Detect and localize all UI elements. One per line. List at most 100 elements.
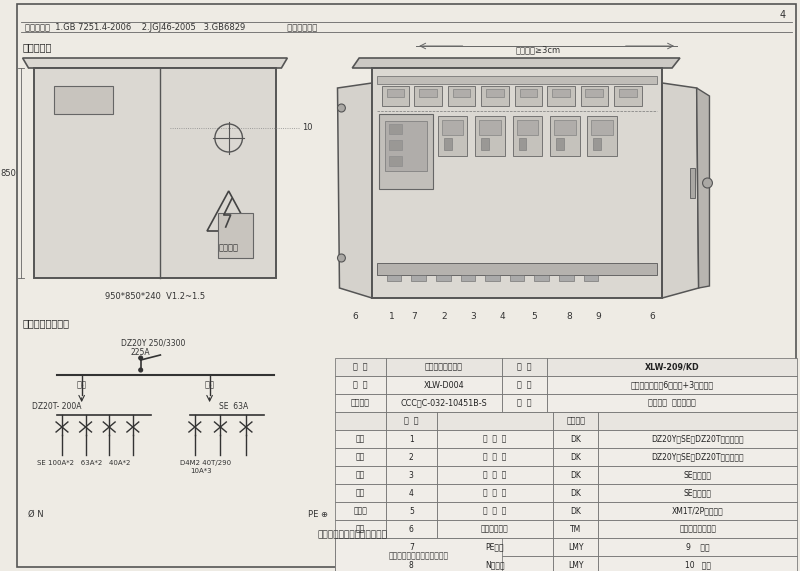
Polygon shape (352, 58, 680, 68)
Bar (386, 358, 502, 376)
Text: DK: DK (570, 471, 581, 480)
Text: PE ⊕: PE ⊕ (308, 510, 328, 519)
Text: XLW-D004: XLW-D004 (423, 380, 464, 389)
Text: 850: 850 (1, 168, 17, 178)
Bar (334, 520, 386, 538)
Bar (518, 138, 526, 150)
Text: 制图: 制图 (355, 452, 365, 461)
Text: 壳体与门的软连接: 壳体与门的软连接 (679, 525, 716, 533)
Bar (619, 89, 637, 97)
Bar (517, 120, 538, 135)
Bar (513, 116, 542, 156)
Bar (502, 394, 547, 412)
Text: 9: 9 (595, 312, 601, 321)
Bar (547, 376, 797, 394)
Circle shape (138, 368, 142, 372)
Text: 2: 2 (441, 312, 446, 321)
Text: SE  63A: SE 63A (219, 402, 249, 411)
Bar (334, 358, 386, 376)
Bar (598, 430, 797, 448)
Bar (419, 89, 437, 97)
Text: SE 100A*2   63A*2   40A*2: SE 100A*2 63A*2 40A*2 (38, 460, 130, 466)
Bar (386, 430, 437, 448)
Text: 3: 3 (470, 312, 476, 321)
Bar (437, 430, 553, 448)
Text: DZ20Y（SE、DZ20T）透明系列: DZ20Y（SE、DZ20T）透明系列 (651, 452, 744, 461)
Text: 有电危险: 有电危险 (218, 243, 238, 252)
Text: 9    线夹: 9 线夹 (686, 542, 710, 552)
Bar (437, 484, 553, 502)
Text: DZ20Y（SE、DZ20T）透明系列: DZ20Y（SE、DZ20T）透明系列 (651, 435, 744, 444)
Bar (485, 275, 500, 281)
Bar (502, 376, 547, 394)
Text: 4: 4 (779, 10, 786, 20)
Text: 6: 6 (409, 525, 414, 533)
Text: D4M2 40T/290: D4M2 40T/290 (180, 460, 231, 466)
Text: 断  路  器: 断 路 器 (483, 435, 506, 444)
Bar (437, 520, 553, 538)
Text: 哈尔滨市龙瑞电气成套设备厂: 哈尔滨市龙瑞电气成套设备厂 (388, 552, 448, 561)
Bar (598, 502, 797, 520)
Bar (385, 121, 427, 171)
Bar (389, 156, 402, 166)
Text: 图  号: 图 号 (353, 380, 367, 389)
Text: 标准化: 标准化 (354, 506, 367, 516)
Bar (553, 484, 598, 502)
Bar (553, 466, 598, 484)
Bar (550, 116, 579, 156)
Bar (594, 138, 602, 150)
Bar (379, 114, 433, 189)
Text: 执行标准：  1.GB 7251.4-2006    2.JGJ46-2005   3.GB6829                壳体颜色：黄: 执行标准： 1.GB 7251.4-2006 2.JGJ46-2005 3.GB… (25, 22, 317, 31)
Bar (519, 89, 538, 97)
Bar (411, 275, 426, 281)
Bar (334, 430, 386, 448)
Bar (552, 89, 570, 97)
Text: 6: 6 (650, 312, 655, 321)
Bar (514, 86, 542, 106)
Bar (553, 556, 598, 571)
Bar (553, 430, 598, 448)
Text: 1: 1 (409, 435, 414, 444)
Bar (386, 556, 437, 571)
Bar (598, 538, 797, 556)
Text: 2: 2 (409, 452, 414, 461)
Bar (598, 448, 797, 466)
Text: 总装配图：: 总装配图： (22, 42, 52, 52)
Bar (614, 86, 642, 106)
Bar (479, 120, 501, 135)
Bar (591, 120, 613, 135)
Bar (386, 394, 502, 412)
Bar (334, 412, 386, 430)
Bar (583, 275, 598, 281)
Bar (553, 520, 598, 538)
Text: 施工现场  二级分配电: 施工现场 二级分配电 (648, 399, 696, 408)
Text: 10A*3: 10A*3 (190, 468, 211, 474)
Text: CCC：C-032-10451B-S: CCC：C-032-10451B-S (401, 399, 487, 408)
Bar (437, 466, 553, 484)
Bar (389, 124, 402, 134)
Circle shape (338, 254, 346, 262)
Bar (386, 448, 437, 466)
Text: 电器连接原理图：: 电器连接原理图： (22, 318, 70, 328)
Bar (437, 556, 553, 571)
Bar (334, 538, 502, 571)
Bar (559, 275, 574, 281)
Polygon shape (697, 88, 710, 288)
Bar (547, 358, 797, 376)
Bar (598, 466, 797, 484)
Text: DZ20Y 250/3300: DZ20Y 250/3300 (121, 338, 186, 347)
Bar (386, 520, 437, 538)
Bar (481, 138, 489, 150)
Bar (437, 502, 553, 520)
Text: 10   标牌: 10 标牌 (685, 561, 710, 569)
Text: 元件间距≥3cm: 元件间距≥3cm (515, 46, 560, 54)
Text: 设计: 设计 (355, 435, 365, 444)
Bar (553, 502, 598, 520)
Text: TM: TM (570, 525, 582, 533)
Text: DK: DK (570, 506, 581, 516)
Bar (437, 448, 553, 466)
Bar (553, 412, 598, 430)
Bar (581, 86, 608, 106)
Bar (334, 466, 386, 484)
Bar (334, 556, 386, 571)
